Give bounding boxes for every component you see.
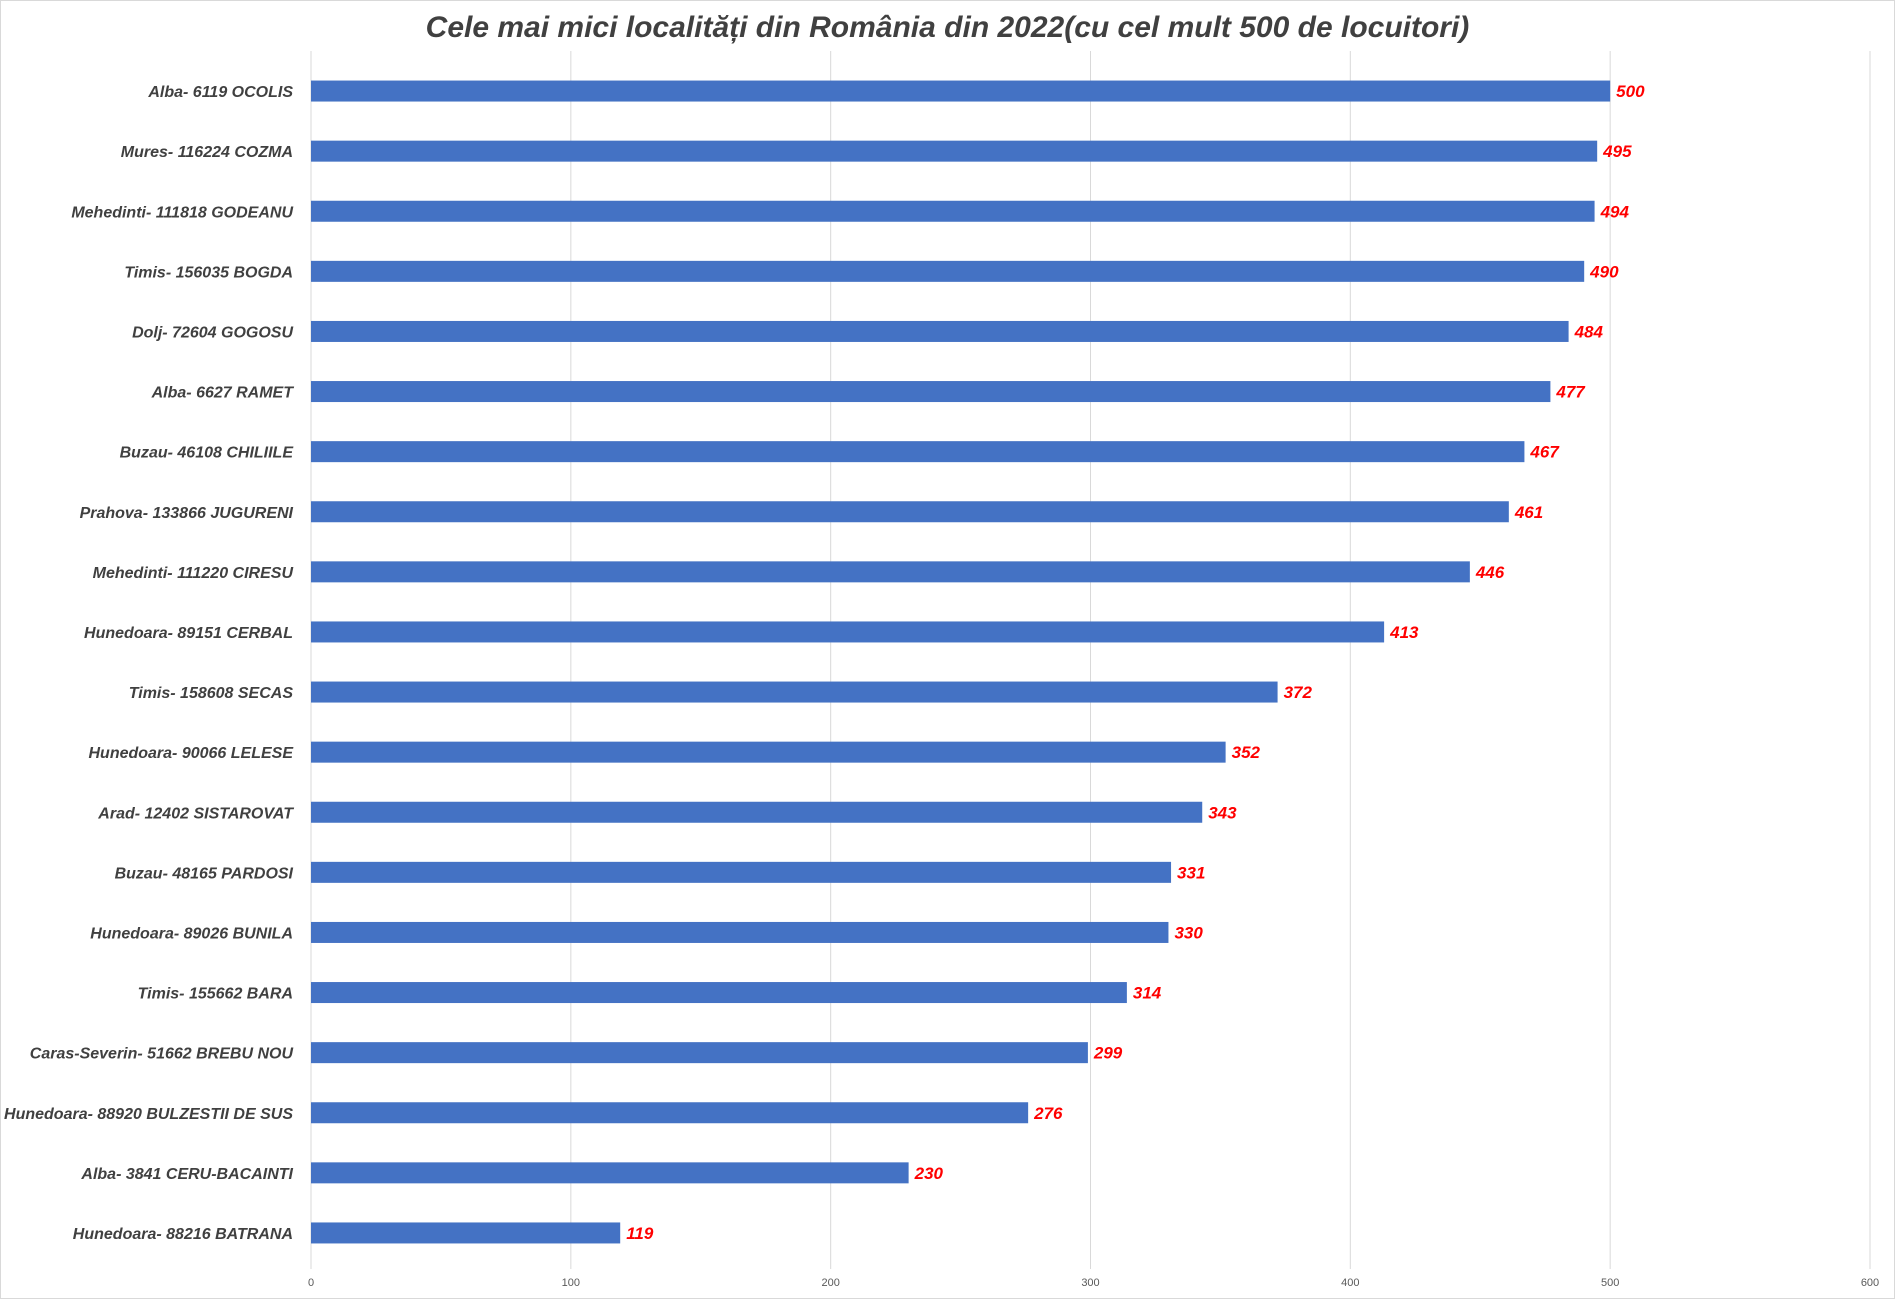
data-label: 314 xyxy=(1133,984,1162,1003)
category-label: Timis- 155662 BARA xyxy=(138,986,293,1003)
bar xyxy=(311,1162,909,1184)
data-label: 230 xyxy=(914,1164,944,1183)
bar xyxy=(311,621,1385,643)
data-label: 330 xyxy=(1174,923,1203,942)
bar xyxy=(311,80,1611,102)
bar xyxy=(311,681,1278,703)
category-label: Mehedinti- 111818 GODEANU xyxy=(71,204,293,221)
x-tick-label: 300 xyxy=(1081,1277,1099,1289)
data-label: 352 xyxy=(1232,743,1261,762)
data-label: 446 xyxy=(1475,563,1505,582)
category-label: Buzau- 48165 PARDOSI xyxy=(115,865,294,882)
data-label: 331 xyxy=(1177,863,1205,882)
data-label: 413 xyxy=(1389,623,1419,642)
x-tick-label: 200 xyxy=(821,1277,839,1289)
bar xyxy=(311,1102,1029,1124)
bar xyxy=(311,982,1127,1004)
category-label: Caras-Severin- 51662 BREBU NOU xyxy=(30,1046,294,1063)
x-tick-label: 600 xyxy=(1861,1277,1879,1289)
data-label: 494 xyxy=(1600,202,1630,221)
category-label: Hunedoara- 89026 BUNILA xyxy=(90,925,293,942)
bar xyxy=(311,1222,621,1244)
category-label: Hunedoara- 89151 CERBAL xyxy=(84,625,293,642)
bar xyxy=(311,561,1470,583)
bar xyxy=(311,260,1585,282)
bar xyxy=(311,861,1172,883)
category-label: Hunedoara- 88216 BATRANA xyxy=(73,1226,293,1243)
x-tick-label: 100 xyxy=(562,1277,580,1289)
x-tick-label: 500 xyxy=(1601,1277,1619,1289)
bar xyxy=(311,200,1595,222)
data-label: 276 xyxy=(1033,1104,1063,1123)
bar xyxy=(311,441,1525,463)
bar xyxy=(311,320,1569,342)
category-label: Timis- 156035 BOGDA xyxy=(124,264,293,281)
category-label: Arad- 12402 SISTAROVAT xyxy=(97,805,294,822)
x-tick-label: 400 xyxy=(1341,1277,1359,1289)
bar xyxy=(311,140,1598,162)
data-label: 477 xyxy=(1555,383,1586,402)
category-label: Timis- 158608 SECAS xyxy=(129,685,294,702)
category-label: Mehedinti- 111220 CIRESU xyxy=(93,565,294,582)
category-label: Alba- 3841 CERU-BACAINTI xyxy=(80,1166,293,1183)
data-label: 299 xyxy=(1093,1044,1123,1063)
category-label: Alba- 6119 OCOLIS xyxy=(147,84,293,101)
bar xyxy=(311,501,1509,523)
bar xyxy=(311,921,1169,943)
category-label: Alba- 6627 RAMET xyxy=(151,385,295,402)
data-label: 467 xyxy=(1529,443,1560,462)
bar xyxy=(311,381,1551,403)
data-label: 372 xyxy=(1284,683,1313,702)
bars xyxy=(311,80,1611,1244)
bar xyxy=(311,801,1203,823)
data-label: 495 xyxy=(1602,142,1632,161)
data-label: 484 xyxy=(1574,322,1604,341)
category-label: Buzau- 46108 CHILIILE xyxy=(120,445,295,462)
category-label: Dolj- 72604 GOGOSU xyxy=(132,324,293,341)
data-label: 119 xyxy=(626,1224,654,1243)
bar xyxy=(311,741,1226,763)
category-label: Hunedoara- 88920 BULZESTII DE SUS xyxy=(4,1106,293,1123)
data-label: 343 xyxy=(1208,803,1237,822)
data-label: 500 xyxy=(1616,82,1645,101)
data-label: 461 xyxy=(1514,503,1543,522)
gridlines xyxy=(310,51,1871,1269)
category-label: Hunedoara- 90066 LELESE xyxy=(88,745,294,762)
bar xyxy=(311,1042,1088,1064)
data-label: 490 xyxy=(1589,262,1619,281)
category-label: Mures- 116224 COZMA xyxy=(121,144,293,161)
labels: 0 100 200 300 400 500 600 Alba- 6119 OCOLIS 500 M… xyxy=(4,82,1879,1289)
category-label: Prahova- 133866 JUGURENI xyxy=(80,505,294,522)
chart-title: Cele mai mici localități din România din… xyxy=(425,11,1470,44)
x-tick-label: 0 xyxy=(308,1277,314,1289)
